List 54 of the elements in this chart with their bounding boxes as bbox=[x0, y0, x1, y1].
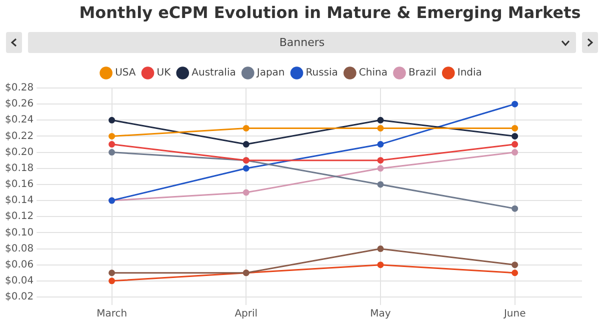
point bbox=[242, 165, 250, 172]
y-tick-label: $0.08 bbox=[4, 243, 34, 254]
point bbox=[108, 141, 116, 148]
x-tick-label: June bbox=[502, 308, 526, 320]
legend-label: Brazil bbox=[408, 68, 436, 79]
point bbox=[242, 124, 250, 132]
point bbox=[377, 181, 384, 188]
point bbox=[108, 132, 116, 140]
point bbox=[377, 165, 384, 172]
legend-label: UK bbox=[156, 68, 172, 79]
legend-label: Japan bbox=[256, 68, 285, 79]
legend-label: India bbox=[457, 68, 482, 79]
point bbox=[512, 124, 518, 132]
y-tick-label: $0.18 bbox=[4, 162, 34, 174]
point bbox=[108, 270, 116, 276]
point bbox=[242, 189, 250, 196]
y-tick-label: $0.12 bbox=[4, 211, 34, 222]
y-tick-label: $0.14 bbox=[4, 195, 34, 206]
y-tick-label: $0.16 bbox=[4, 179, 34, 190]
x-tick-label: April bbox=[234, 308, 258, 320]
point bbox=[108, 116, 116, 124]
legend-label: Australia bbox=[192, 68, 236, 79]
legend-label: USA bbox=[115, 68, 136, 79]
y-tick-label: $0.02 bbox=[4, 292, 34, 303]
point bbox=[512, 205, 518, 212]
x-tick-label: March bbox=[96, 308, 128, 320]
legend-label: Russia bbox=[306, 68, 338, 79]
point bbox=[377, 116, 384, 124]
y-tick-label: $0.20 bbox=[4, 146, 34, 158]
point bbox=[377, 141, 384, 148]
point bbox=[242, 141, 250, 148]
y-tick-label: $0.28 bbox=[4, 82, 34, 94]
legend-label: China bbox=[358, 68, 388, 79]
point bbox=[377, 246, 384, 252]
point bbox=[512, 100, 518, 108]
chart-subtitle: Banners bbox=[279, 36, 325, 49]
x-tick-label: May bbox=[370, 308, 391, 320]
point bbox=[108, 149, 116, 156]
point bbox=[512, 141, 518, 148]
y-tick-label: $0.06 bbox=[4, 259, 34, 270]
y-tick-label: $0.10 bbox=[4, 227, 34, 238]
y-tick-label: $0.26 bbox=[4, 98, 34, 110]
point bbox=[377, 262, 384, 268]
point bbox=[377, 157, 384, 164]
point bbox=[377, 124, 384, 132]
y-tick-label: $0.04 bbox=[4, 276, 34, 287]
chart-title: Monthly eCPM Evolution in Mature & Emerging Markets bbox=[78, 3, 582, 22]
point bbox=[512, 262, 518, 268]
y-tick-label: $0.22 bbox=[4, 130, 34, 142]
point bbox=[512, 132, 518, 140]
point bbox=[512, 149, 518, 156]
point bbox=[108, 278, 116, 284]
y-tick-label: $0.24 bbox=[4, 114, 34, 126]
point bbox=[512, 270, 518, 276]
